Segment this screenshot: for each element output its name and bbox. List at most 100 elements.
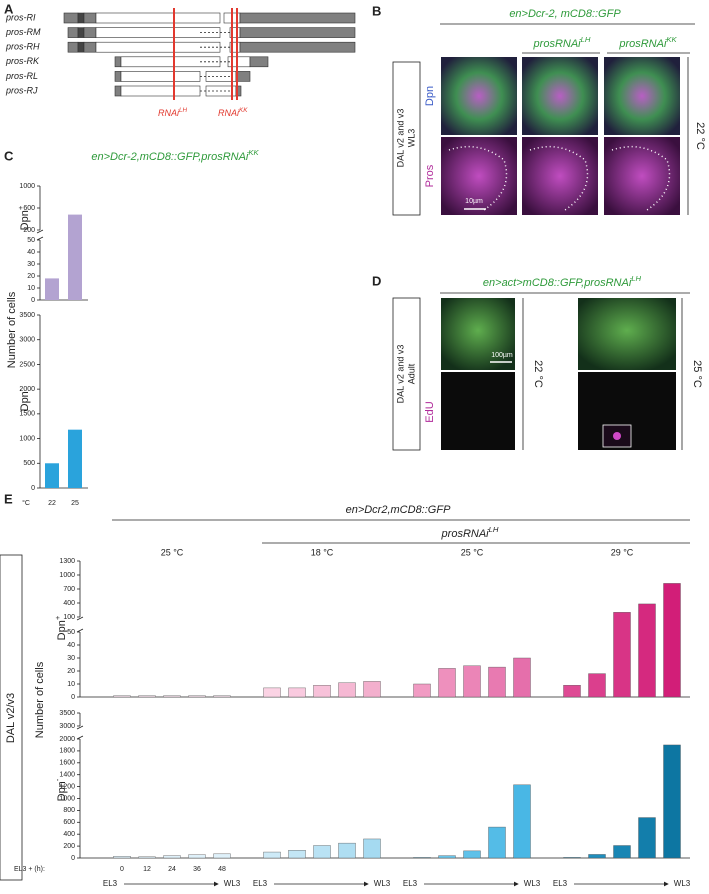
y-tick-label: 0 (31, 485, 35, 492)
y-tick-label: 10 (67, 681, 75, 688)
micrograph (441, 57, 517, 135)
axis-break (36, 229, 44, 234)
y-tick-label: 200 (23, 227, 35, 234)
axis-break (76, 725, 84, 730)
exon (83, 12, 97, 24)
text-sup: KK (666, 35, 677, 44)
y-axis-label: Dpn+ (53, 615, 68, 640)
bar (163, 855, 181, 859)
exon (95, 12, 221, 24)
y-tick-label: 20 (27, 273, 35, 280)
axis-break (36, 236, 44, 241)
unit-label: °C (22, 499, 30, 507)
panel-letter: D (372, 273, 381, 288)
axis-break (76, 616, 84, 621)
bar (263, 851, 281, 859)
exon (67, 27, 79, 38)
panel-letter: C (4, 148, 14, 163)
bar (188, 854, 206, 859)
bar (563, 857, 581, 859)
y-axis-title: Number of cells (34, 661, 46, 738)
bar (563, 685, 581, 698)
y-axis-label: Dpn- (53, 778, 68, 801)
exon (120, 71, 201, 82)
bar (588, 673, 606, 698)
text-base: Dpn (19, 210, 31, 230)
text-sup: LH (489, 525, 499, 534)
stage-label: EL3 (253, 879, 268, 888)
bar (338, 682, 356, 698)
bar (488, 666, 506, 698)
text-sup: KK (248, 148, 259, 157)
bar (138, 695, 156, 698)
text-base: en>Dcr-2,mCD8::GFP,prosRNAi (91, 151, 249, 163)
bar (338, 842, 356, 859)
genotype: en>Dcr-2, mCD8::GFP (509, 8, 621, 20)
y-tick-label: 100 (63, 614, 75, 621)
text-sup: LH (581, 35, 591, 44)
text-base: prosRNAi (533, 38, 582, 50)
bar (463, 850, 481, 859)
bar (313, 685, 331, 698)
bar (513, 657, 531, 698)
bar (613, 845, 631, 859)
text-base: RNAi (158, 108, 180, 118)
bar (663, 744, 681, 859)
y-tick-label: 50 (67, 629, 75, 636)
bar (263, 687, 281, 698)
bar (45, 278, 59, 300)
rnai-label: RNAiLH (158, 107, 188, 118)
y-tick-label: 3000 (19, 337, 35, 344)
time-label: EL3 + (h): (14, 866, 45, 873)
y-tick-label: 40 (27, 249, 35, 256)
region-label: DAL v2/v3 (5, 693, 17, 743)
bar (663, 583, 681, 698)
y-tick-label: 200 (63, 843, 75, 850)
bar (288, 850, 306, 859)
bar (438, 668, 456, 698)
y-tick-label: 2000 (59, 736, 75, 743)
stage-label: WL3 (524, 879, 541, 888)
y-tick-label: 3500 (19, 312, 35, 319)
x-tick-label: 36 (193, 866, 201, 873)
x-tick-label: 24 (168, 866, 176, 873)
text-sup: LH (631, 274, 641, 283)
condition: prosRNAiLH (441, 525, 499, 540)
bar (363, 681, 381, 698)
y-tick-label: 500 (23, 460, 35, 467)
micrograph (578, 298, 676, 370)
y-tick-label: 20 (67, 668, 75, 675)
stage-label: WL3 (374, 879, 391, 888)
exon (67, 41, 79, 53)
text-base: prosRNAi (618, 38, 667, 50)
text-sup: - (53, 778, 62, 781)
y-tick-label: 1300 (59, 558, 75, 565)
group-label: 25 °C (161, 547, 184, 557)
group-label: 29 °C (611, 547, 634, 557)
micrograph (522, 57, 598, 135)
text-sup: KK (239, 107, 248, 114)
micrograph (522, 137, 598, 215)
y-tick-label: 1000 (19, 183, 35, 190)
text-base: en>act>mCD8::GFP,prosRNAi (483, 277, 632, 289)
bar (313, 845, 331, 859)
region-label: DAL v2 and v3 (395, 109, 405, 168)
y-tick-label: 600 (63, 819, 75, 826)
condition: prosRNAiKK (618, 35, 677, 50)
bar (438, 855, 456, 859)
y-tick-label: 1000 (59, 572, 75, 579)
panel-letter: E (4, 491, 13, 506)
exon (63, 12, 79, 24)
text-sup: + (16, 205, 25, 210)
stage-label: WL3 (224, 879, 241, 888)
y-tick-label: 1000 (59, 795, 75, 802)
region-label: DAL v2 and v3 (395, 345, 405, 404)
exon (114, 71, 122, 82)
bar (363, 838, 381, 859)
y-tick-label: 800 (63, 807, 75, 814)
stain-label: EdU (424, 401, 436, 422)
bar (45, 463, 59, 488)
y-tick-label: 3000 (59, 723, 75, 730)
text-sup: LH (179, 107, 188, 114)
